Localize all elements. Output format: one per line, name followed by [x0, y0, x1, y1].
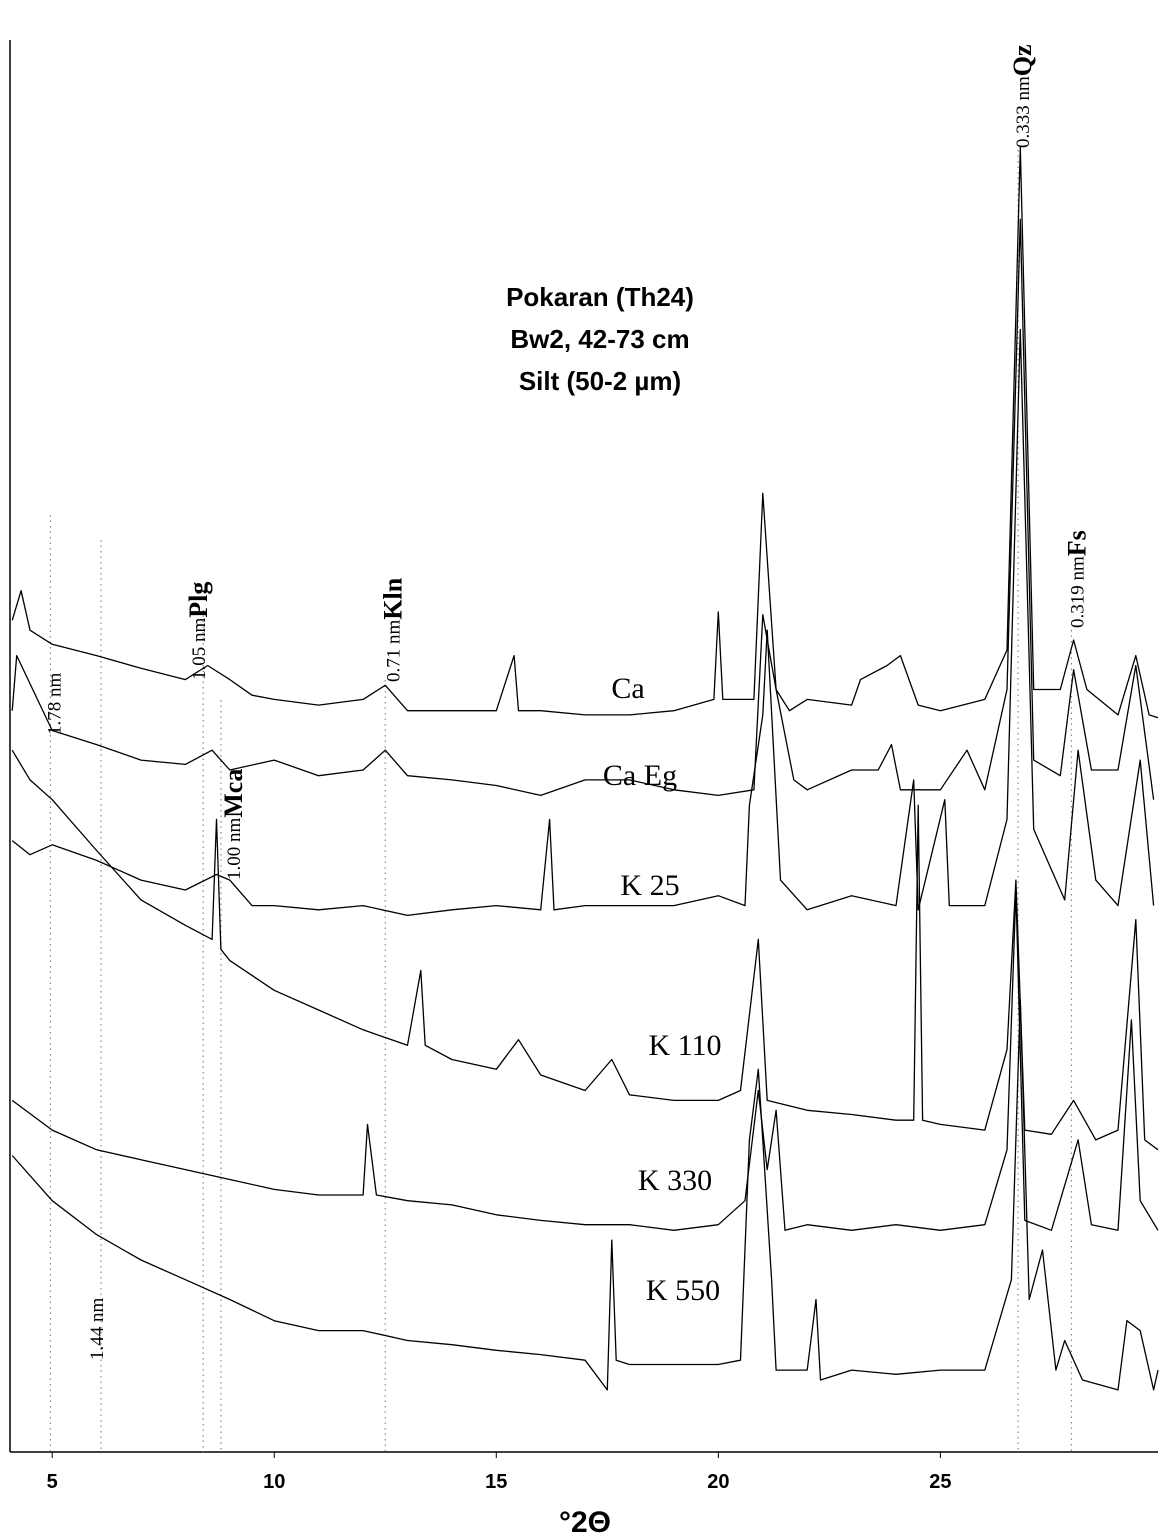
series-label: K 110 — [648, 1029, 721, 1062]
chart-title: Silt (50-2 µm) — [519, 366, 681, 396]
xrd-trace — [11, 218, 1155, 800]
peak-label: 0.319 nmFs — [1062, 530, 1091, 628]
xrd-trace — [11, 999, 1159, 1391]
d-spacing: 0.319 nm — [1068, 556, 1089, 628]
mineral: Qz — [1008, 44, 1037, 76]
d-spacing: 1.44 nm — [87, 1298, 108, 1361]
series-label: K 25 — [620, 869, 679, 902]
peak-label: 1.78 nm — [45, 673, 66, 736]
peak-label: 0.71 nmKln — [378, 577, 407, 682]
mineral: Fs — [1062, 530, 1091, 556]
mineral: Plg — [184, 582, 213, 618]
d-spacing: 1.78 nm — [45, 673, 66, 736]
series-label: K 550 — [646, 1274, 720, 1307]
x-tick-label: 10 — [263, 1471, 285, 1493]
chart-title: Bw2, 42-73 cm — [510, 324, 689, 354]
d-spacing: 1.05 nm — [190, 618, 211, 681]
xrd-trace — [11, 889, 1159, 1231]
d-spacing: 1.00 nm — [224, 818, 245, 881]
peak-label: 1.05 nmPlg — [184, 582, 213, 680]
mineral: Mca — [219, 769, 248, 818]
x-axis-label: °2Θ — [559, 1506, 611, 1539]
x-tick-label: 25 — [929, 1471, 951, 1493]
xrd-trace — [11, 146, 1159, 719]
peak-label: 1.00 nmMca — [219, 769, 248, 880]
d-spacing: 0.333 nm — [1013, 76, 1034, 148]
peak-label: 1.44 nm — [87, 1298, 108, 1361]
series-label: K 330 — [638, 1164, 712, 1197]
peak-label: 0.333 nmQz — [1008, 44, 1037, 148]
d-spacing: 0.71 nm — [384, 620, 405, 683]
chart-title: Pokaran (Th24) — [506, 282, 694, 312]
series-label: Ca — [611, 672, 644, 705]
x-tick-label: 15 — [485, 1471, 507, 1493]
xrd-trace — [11, 328, 1155, 917]
x-tick-label: 20 — [707, 1471, 729, 1493]
xrd-trace — [11, 749, 1159, 1151]
mineral: Kln — [378, 577, 407, 619]
x-tick-label: 5 — [47, 1471, 58, 1493]
series-label: Ca Eg — [603, 759, 677, 792]
